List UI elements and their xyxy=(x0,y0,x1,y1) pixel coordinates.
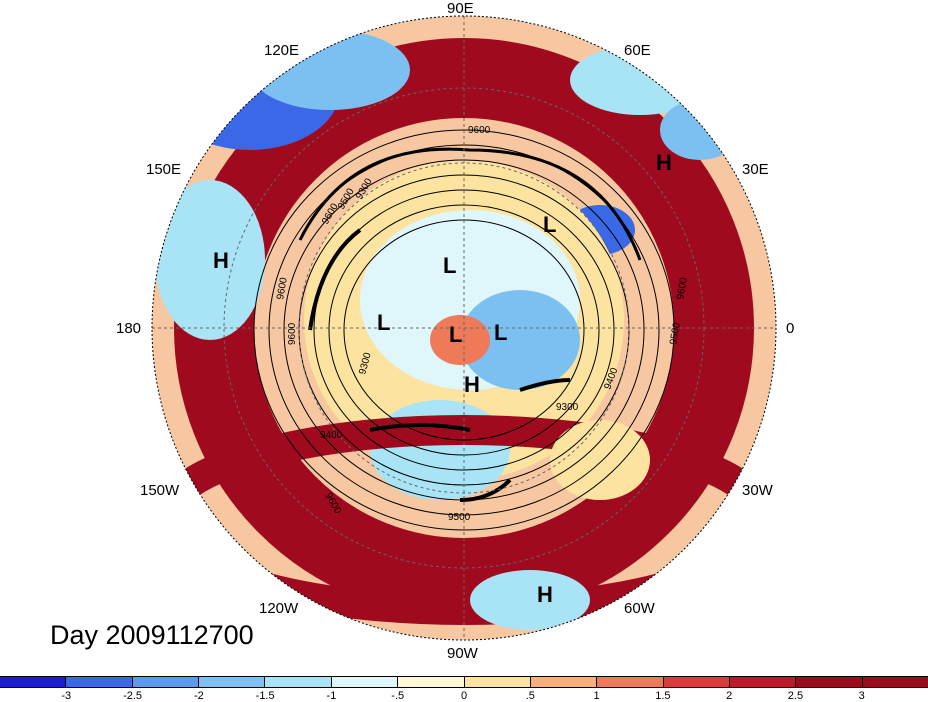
polar-map: 9600 9600 9400 9300 9600 9500 9600 9300 … xyxy=(151,15,777,641)
colorbar-tick-label: -1 xyxy=(326,690,337,702)
colorbar-swatch xyxy=(265,677,332,687)
colorbar-swatch xyxy=(0,677,67,687)
colorbar-swatch xyxy=(663,677,730,687)
colorbar-swatch xyxy=(796,677,863,687)
colorbar-tick-label: -2.5 xyxy=(123,690,143,702)
colorbar-swatch xyxy=(132,677,200,687)
high-pressure-marker: H xyxy=(656,150,672,175)
lon-label-60e: 60E xyxy=(624,42,651,59)
colorbar-swatch xyxy=(464,677,531,687)
contour-label: 9400 xyxy=(320,430,343,441)
graticule xyxy=(152,16,776,640)
contour-label: 9300 xyxy=(556,402,579,413)
colorbar-tick-label: 1 xyxy=(593,690,600,702)
high-pressure-marker: H xyxy=(537,582,553,607)
high-pressure-marker: H xyxy=(464,372,480,397)
colorbar-swatch xyxy=(199,677,266,687)
low-pressure-marker: L xyxy=(543,212,557,237)
colorbar-tick-label: 0 xyxy=(460,690,468,702)
contour-label: 9600 xyxy=(675,276,690,300)
colorbar-swatch xyxy=(862,677,928,687)
colorbar-swatch xyxy=(597,677,664,687)
colorbar-tick-label: 3 xyxy=(858,690,865,702)
lon-label-120w: 120W xyxy=(259,600,299,617)
lon-label-120e: 120E xyxy=(264,42,300,59)
colorbar-tick-label: 2 xyxy=(726,690,733,702)
low-pressure-marker: L xyxy=(443,253,457,278)
contour-label: 9600 xyxy=(468,125,491,136)
colorbar-swatch xyxy=(398,677,465,687)
colorbar-swatch xyxy=(729,677,797,687)
colorbar xyxy=(0,676,928,688)
lon-label-180: 180 xyxy=(116,320,142,337)
contour-label: 9500 xyxy=(448,512,471,523)
colorbar-tick-label: -2 xyxy=(193,690,204,702)
colorbar-tick-label: -.5 xyxy=(391,690,405,702)
contour-label: 9500 xyxy=(668,321,683,345)
colorbar-swatch xyxy=(530,677,598,687)
high-pressure-marker: H xyxy=(213,248,229,273)
date-label: Day 2009112700 xyxy=(50,620,254,650)
anomaly-field xyxy=(152,16,776,640)
contour-label: 9600 xyxy=(287,322,298,345)
colorbar-swatch xyxy=(331,677,399,687)
colorbar-tick-label: -3 xyxy=(61,690,72,702)
contour-label: 9600 xyxy=(275,276,290,300)
colorbar-tick-label: 2.5 xyxy=(787,690,804,702)
lon-label-60w: 60W xyxy=(624,600,655,617)
contour-labels: 9600 9600 9400 9300 9600 9500 9600 9300 … xyxy=(275,125,690,523)
low-pressure-marker: L xyxy=(377,310,391,335)
lon-label-0: 0 xyxy=(786,320,795,337)
lon-label-30e: 30E xyxy=(742,161,769,178)
lon-label-150w: 150W xyxy=(140,482,180,499)
low-pressure-marker: L xyxy=(494,320,508,345)
colorbar-swatch xyxy=(66,677,133,687)
lon-label-90e: 90E xyxy=(447,0,474,17)
colorbar-tick-label: 1.5 xyxy=(655,690,671,702)
lon-label-30w: 30W xyxy=(742,482,773,499)
colorbar-tick-label: .5 xyxy=(525,690,535,702)
lon-label-150e: 150E xyxy=(146,161,182,178)
low-pressure-marker: L xyxy=(449,322,463,347)
colorbar-tick-label: -1.5 xyxy=(255,690,275,702)
lon-label-90w: 90W xyxy=(447,645,478,662)
